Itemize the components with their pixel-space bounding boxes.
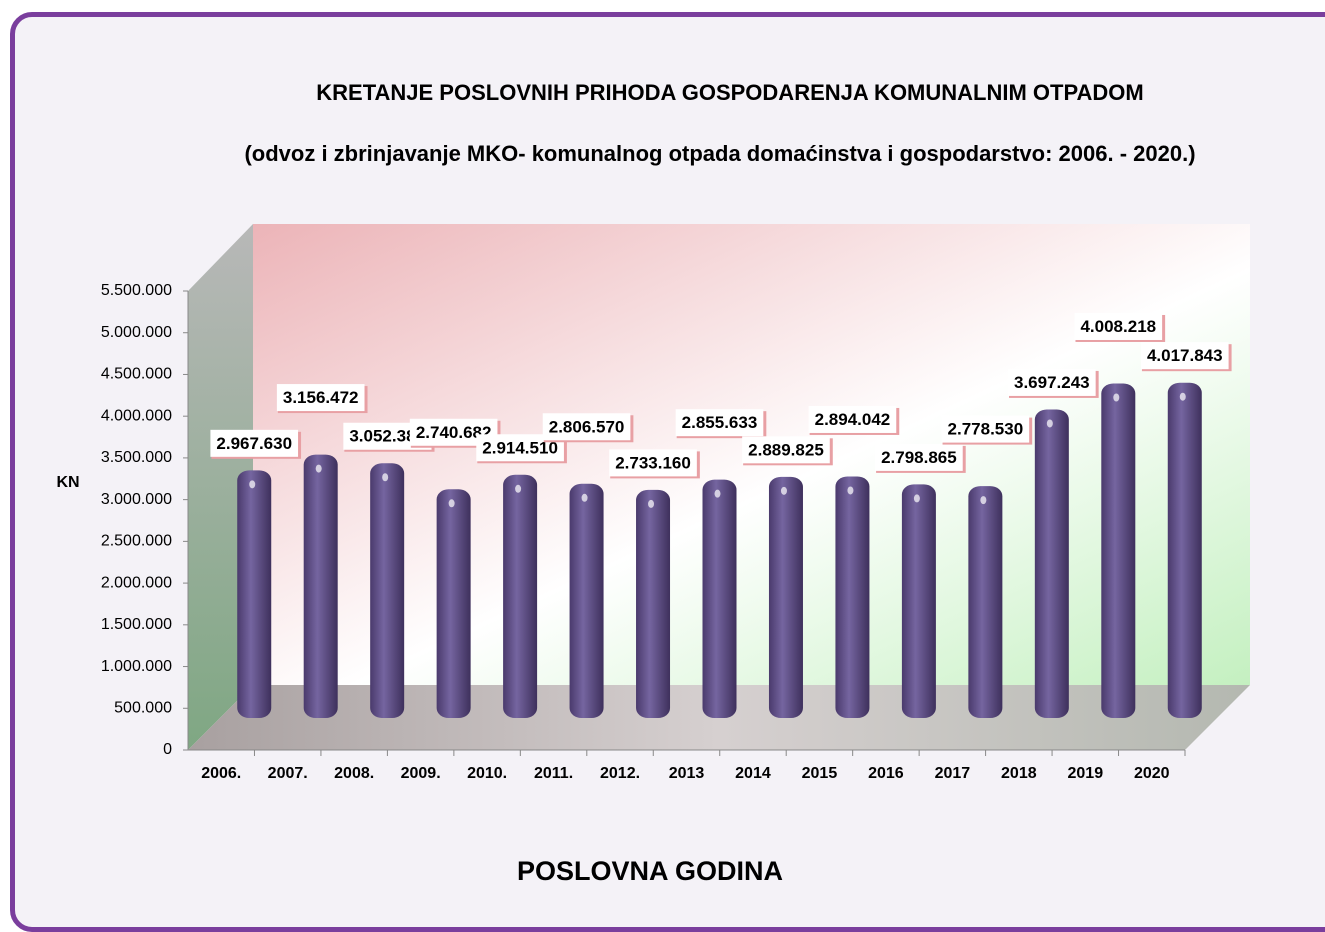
bar-highlight [315, 464, 322, 473]
value-label-box [1074, 312, 1163, 340]
y-axis-label: KN [56, 474, 79, 491]
x-tick-label: 2020 [1134, 765, 1170, 782]
x-tick-label: 2019 [1068, 765, 1104, 782]
bar-highlight [714, 489, 721, 498]
value-label-box [808, 405, 897, 433]
y-tick-label: 500.000 [114, 699, 172, 716]
bar-highlight [249, 480, 256, 489]
bar [1034, 409, 1069, 718]
bar [303, 454, 338, 718]
bar [436, 489, 471, 718]
y-tick-label: 5.500.000 [101, 282, 172, 299]
value-label-box [941, 415, 1030, 443]
value-label-box [542, 413, 631, 441]
value-label: 3.052.384 [349, 427, 425, 446]
x-tick-label: 2008. [334, 765, 374, 782]
bar [835, 476, 870, 718]
bar [636, 489, 671, 718]
y-tick-label: 3.500.000 [101, 449, 172, 466]
y-tick-label: 2.500.000 [101, 533, 172, 550]
bar-highlight [1179, 392, 1186, 401]
value-label: 2.778.530 [948, 420, 1024, 439]
y-tick-label: 4.500.000 [101, 366, 172, 383]
bar [968, 486, 1003, 718]
bar-highlight [382, 473, 389, 482]
value-label: 4.017.843 [1147, 346, 1223, 365]
value-label: 2.733.160 [615, 453, 691, 472]
bar [569, 483, 604, 718]
bar [1167, 382, 1202, 718]
chart-subtitle: (odvoz i zbrinjavanje MKO- komunalnog ot… [244, 141, 1196, 166]
value-label: 2.894.042 [815, 410, 891, 429]
value-label-box [609, 449, 697, 477]
value-label-box [675, 409, 764, 437]
bar-highlight [1113, 393, 1120, 402]
x-tick-label: 2014 [735, 765, 771, 782]
value-label: 2.855.633 [682, 413, 758, 432]
bar-highlight [448, 499, 455, 508]
value-label: 2.740.682 [416, 423, 492, 442]
y-tick-label: 1.500.000 [101, 616, 172, 633]
bar [370, 463, 405, 718]
x-axis-label: POSLOVNA GODINA [517, 856, 783, 886]
value-label: 2.914.510 [482, 438, 558, 457]
bar-highlight [847, 486, 854, 495]
value-label: 4.008.218 [1080, 317, 1156, 336]
side-wall [188, 224, 253, 750]
bar-highlight [913, 494, 920, 503]
value-label: 2.806.570 [549, 417, 625, 436]
x-tick-label: 2010. [467, 765, 507, 782]
y-tick-label: 5.000.000 [101, 324, 172, 341]
bar [503, 474, 538, 718]
x-tick-label: 2017 [935, 765, 971, 782]
x-tick-label: 2018 [1001, 765, 1037, 782]
bar [237, 470, 272, 718]
bar [768, 476, 803, 718]
value-label-box [875, 443, 963, 471]
bar-highlight [581, 493, 588, 502]
x-tick-label: 2015 [802, 765, 838, 782]
value-label: 3.697.243 [1014, 373, 1090, 392]
y-tick-label: 0 [163, 741, 172, 758]
y-tick-label: 2.000.000 [101, 574, 172, 591]
bar [901, 484, 936, 718]
x-tick-label: 2012. [600, 765, 640, 782]
bar-highlight [515, 484, 522, 493]
y-tick-label: 4.000.000 [101, 407, 172, 424]
bar-highlight [780, 486, 787, 495]
value-label-box [1140, 342, 1229, 370]
x-tick-label: 2007. [268, 765, 308, 782]
value-label: 3.156.472 [283, 388, 359, 407]
value-label: 2.889.825 [748, 440, 824, 459]
y-tick-label: 3.000.000 [101, 491, 172, 508]
bar-highlight [1046, 419, 1053, 428]
y-tick-label: 1.000.000 [101, 658, 172, 675]
value-label: 2.967.630 [216, 434, 292, 453]
value-label-box [276, 384, 365, 412]
value-label: 2.798.865 [881, 448, 957, 467]
value-label-box [1008, 368, 1096, 396]
x-tick-label: 2013 [669, 765, 705, 782]
bar [1101, 383, 1136, 718]
bar-highlight [980, 496, 987, 505]
x-tick-label: 2009. [401, 765, 441, 782]
bar-highlight [648, 499, 655, 508]
value-label-box [210, 429, 299, 457]
chart-title: KRETANJE POSLOVNIH PRIHODA GOSPODARENJA … [316, 80, 1144, 105]
x-tick-label: 2006. [201, 765, 241, 782]
x-tick-label: 2011. [534, 765, 573, 782]
value-label-box [742, 436, 830, 464]
bar [702, 479, 737, 718]
x-tick-label: 2016 [868, 765, 904, 782]
